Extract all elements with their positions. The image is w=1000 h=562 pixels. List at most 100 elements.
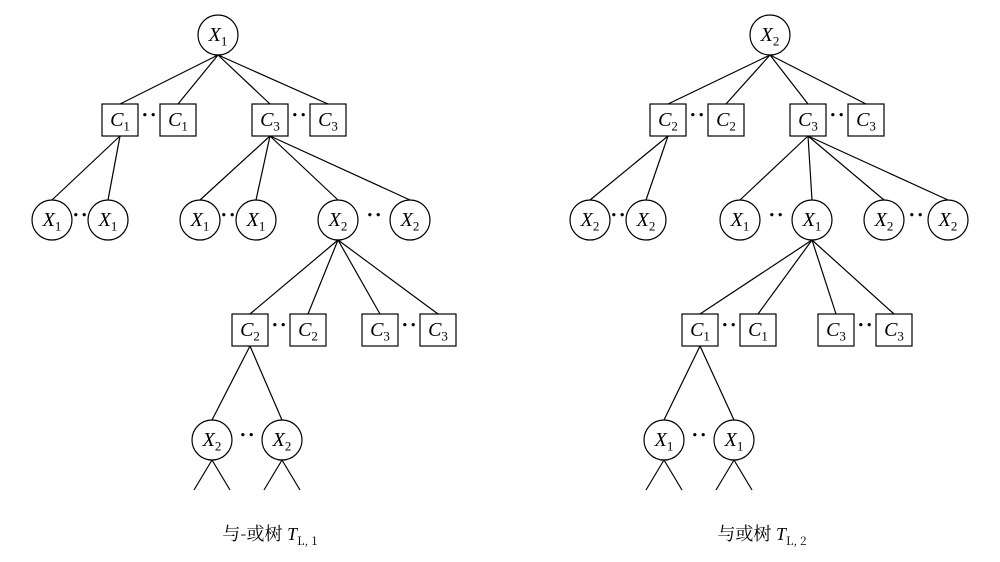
tree-edge <box>740 136 808 200</box>
node-label: C3 <box>884 319 904 343</box>
ellipsis-dots: • • <box>611 209 624 224</box>
ellipsis-dots: • • <box>402 319 415 334</box>
constraint-node: C3 <box>362 314 398 346</box>
constraint-node: C3 <box>252 104 288 136</box>
tree-edge <box>218 55 328 104</box>
node-label: X1 <box>246 209 266 233</box>
subtree-stub <box>664 460 682 490</box>
node-label: X2 <box>202 429 222 453</box>
tree-edge <box>758 240 812 314</box>
node-label: X2 <box>874 209 894 233</box>
node-label: X2 <box>580 209 600 233</box>
ellipsis-dots: • • <box>692 429 705 444</box>
tree-edge <box>664 346 700 420</box>
ellipsis-dots: • • <box>240 429 253 444</box>
ellipsis-dots: • • <box>722 319 735 334</box>
node-label: C3 <box>826 319 846 343</box>
variable-node: X1 <box>720 200 760 240</box>
constraint-node: C1 <box>102 104 138 136</box>
variable-node: X2 <box>262 420 302 460</box>
tree-edge <box>250 240 338 314</box>
ellipsis-dots: • • <box>909 209 922 224</box>
node-label: C3 <box>428 319 448 343</box>
ellipsis-dots: • • <box>690 109 703 124</box>
variable-node: X2 <box>570 200 610 240</box>
subtree-stub <box>264 460 282 490</box>
variable-node: X2 <box>750 15 790 55</box>
node-label: X1 <box>42 209 62 233</box>
node-label: X1 <box>654 429 674 453</box>
variable-node: X1 <box>88 200 128 240</box>
tree-edge <box>808 136 884 200</box>
tree-edge <box>590 136 668 200</box>
tree-edge <box>250 346 282 420</box>
ellipsis-dots: • • <box>142 109 155 124</box>
tree-caption: 与或树 TL, 2 <box>717 520 806 549</box>
tree-edge <box>200 136 270 200</box>
variable-node: X2 <box>390 200 430 240</box>
constraint-node: C3 <box>420 314 456 346</box>
variable-node: X2 <box>928 200 968 240</box>
node-label: X2 <box>760 24 780 48</box>
node-label: X1 <box>208 24 228 48</box>
constraint-node: C3 <box>790 104 826 136</box>
constraint-node: C3 <box>876 314 912 346</box>
constraint-node: C3 <box>848 104 884 136</box>
node-label: C1 <box>110 109 130 133</box>
node-label: C3 <box>260 109 280 133</box>
variable-node: X1 <box>236 200 276 240</box>
tree-edge <box>726 55 770 104</box>
tree-edge <box>270 136 410 200</box>
ellipsis-dots: • • <box>830 109 843 124</box>
node-label: X2 <box>272 429 292 453</box>
node-label: C2 <box>658 109 678 133</box>
subtree-stub <box>646 460 664 490</box>
tree-edge <box>700 346 734 420</box>
tree-right: X2 C2 C2 C3 C3 X2 X2 X1 X1 X2 X2 C1 C1 C3 C3 X1 X1 • • • •… <box>570 15 968 549</box>
ellipsis-dots: • • <box>73 209 86 224</box>
variable-node: X1 <box>198 15 238 55</box>
tree-edge <box>700 240 812 314</box>
tree-edge <box>770 55 808 104</box>
ellipsis-dots: • • <box>367 209 380 224</box>
tree-edge <box>338 240 438 314</box>
node-label: C3 <box>856 109 876 133</box>
node-label: X1 <box>730 209 750 233</box>
subtree-stub <box>212 460 230 490</box>
ellipsis-dots: • • <box>858 319 871 334</box>
node-label: C2 <box>240 319 260 343</box>
subtree-stub <box>194 460 212 490</box>
node-label: C1 <box>690 319 710 343</box>
tree-edge <box>270 136 338 200</box>
tree-edge <box>178 55 218 104</box>
constraint-node: C3 <box>310 104 346 136</box>
ellipsis-dots: • • <box>769 209 782 224</box>
tree-left: X1C1C1C3C3X1X1X1X1X2X2C2C2C3C3X2X2• •• •… <box>32 15 456 549</box>
tree-edge <box>308 240 338 314</box>
node-label: X1 <box>724 429 744 453</box>
variable-node: X1 <box>792 200 832 240</box>
constraint-node: C2 <box>290 314 326 346</box>
constraint-node: C1 <box>740 314 776 346</box>
subtree-stub <box>282 460 300 490</box>
variable-node: X1 <box>32 200 72 240</box>
variable-node: X1 <box>644 420 684 460</box>
constraint-node: C2 <box>650 104 686 136</box>
ellipsis-dots: • • <box>221 209 234 224</box>
variable-node: X1 <box>180 200 220 240</box>
tree-edge <box>808 136 948 200</box>
node-label: X2 <box>400 209 420 233</box>
node-label: X2 <box>636 209 656 233</box>
ellipsis-dots: • • <box>292 109 305 124</box>
node-label: C1 <box>748 319 768 343</box>
subtree-stub <box>716 460 734 490</box>
node-label: X2 <box>938 209 958 233</box>
tree-edge <box>668 55 770 104</box>
tree-edge <box>808 136 812 200</box>
node-label: C2 <box>716 109 736 133</box>
variable-node: X2 <box>192 420 232 460</box>
diagram-canvas: X1 C1 C1 C3 C3 X1 X1 X1 X1 X2 X2 C2 C2 C3 C3 X2 X2 • • • •… <box>0 0 1000 562</box>
node-label: C3 <box>798 109 818 133</box>
subtree-stub <box>734 460 752 490</box>
node-label: X2 <box>328 209 348 233</box>
